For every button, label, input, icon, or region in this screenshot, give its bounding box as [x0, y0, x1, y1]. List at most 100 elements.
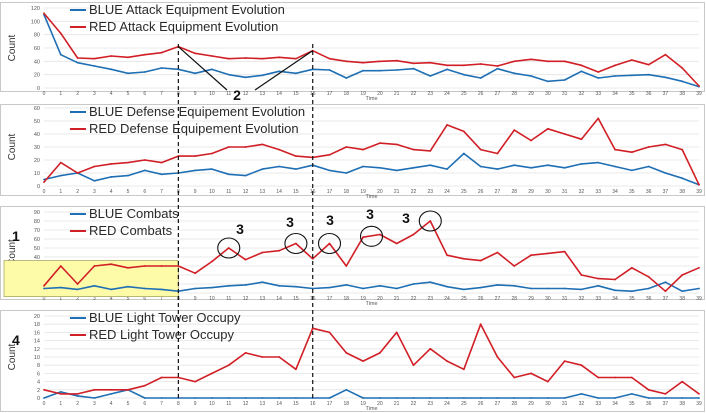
x-tick-label: 37	[663, 91, 669, 97]
data-point	[261, 281, 264, 284]
x-tick-label: 11	[226, 91, 231, 97]
x-tick-label: 39	[696, 401, 702, 407]
data-point	[664, 76, 667, 79]
annotation-label-2: 2	[233, 87, 241, 103]
x-tick-label: 34	[612, 91, 618, 97]
data-point	[496, 251, 499, 254]
series-line-blue	[43, 14, 700, 88]
data-point	[93, 179, 96, 182]
x-tick-label: 12	[243, 296, 249, 302]
data-point	[395, 287, 398, 290]
legend-entry: RED Defense Equipement Evolution	[89, 121, 299, 136]
annotation-label-1: 1	[12, 228, 20, 244]
data-point	[362, 360, 365, 362]
data-point	[328, 153, 331, 156]
data-point	[530, 166, 532, 169]
data-point	[446, 64, 448, 67]
data-point	[580, 288, 583, 291]
data-point	[328, 397, 331, 399]
data-point	[295, 368, 297, 371]
x-tick-label: 7	[160, 91, 163, 97]
x-tick-label: 22	[411, 189, 417, 195]
data-point	[244, 174, 247, 177]
data-point	[446, 124, 448, 126]
x-tick-label: 19	[360, 189, 366, 195]
data-point	[345, 60, 348, 63]
data-point	[614, 148, 616, 151]
data-point	[462, 152, 465, 155]
peak-circle	[217, 237, 241, 259]
data-point	[59, 161, 62, 164]
x-tick-label: 34	[612, 296, 618, 302]
data-point	[295, 397, 297, 399]
data-point	[630, 393, 633, 395]
x-tick-label: 12	[243, 401, 249, 407]
x-tick-label: 28	[511, 401, 517, 407]
data-point	[580, 274, 583, 276]
x-tick-label: 11	[226, 296, 231, 302]
x-axis-label: Time	[365, 406, 377, 412]
x-tick-label: 8	[177, 401, 180, 407]
y-axis-label: Count	[7, 133, 18, 160]
x-tick-label: 35	[629, 296, 635, 302]
x-tick-label: 13	[260, 189, 266, 195]
data-point	[127, 174, 129, 177]
data-point	[563, 133, 566, 135]
x-tick-label: 0	[43, 91, 46, 97]
data-point	[59, 265, 62, 267]
data-point	[328, 169, 331, 172]
data-point	[244, 76, 247, 79]
x-tick-label: 21	[394, 91, 400, 97]
data-point	[395, 397, 398, 399]
data-point	[698, 287, 700, 290]
data-point	[630, 151, 633, 154]
x-tick-label: 39	[696, 296, 702, 302]
data-point	[43, 181, 45, 184]
data-point	[681, 397, 684, 399]
x-tick-label: 18	[344, 401, 350, 407]
x-tick-label: 2	[76, 296, 79, 302]
x-tick-label: 0	[43, 401, 46, 407]
data-point	[446, 254, 448, 257]
data-point	[546, 80, 549, 83]
x-tick-label: 0	[43, 296, 46, 302]
data-point	[698, 266, 700, 269]
data-point	[412, 397, 415, 399]
data-point	[43, 12, 45, 15]
x-tick-label: 15	[293, 296, 299, 302]
series-line-red	[43, 117, 700, 186]
data-point	[194, 169, 197, 172]
data-point	[76, 61, 79, 64]
data-point	[429, 397, 432, 399]
data-point	[93, 165, 96, 168]
data-point	[160, 265, 163, 267]
data-point	[496, 65, 499, 67]
data-point	[160, 161, 163, 164]
panel-frame	[0, 310, 705, 412]
y-tick-label: 12	[34, 347, 40, 353]
data-point	[93, 265, 96, 267]
x-tick-label: 33	[595, 296, 601, 302]
x-tick-label: 38	[679, 91, 685, 97]
x-tick-label: 31	[562, 189, 568, 195]
x-tick-label: 12	[243, 189, 249, 195]
y-tick-label: 40	[34, 132, 40, 138]
x-tick-label: 6	[143, 296, 146, 302]
x-tick-label: 13	[260, 296, 266, 302]
x-tick-label: 23	[428, 401, 434, 407]
data-point	[563, 360, 566, 362]
data-point	[244, 397, 247, 399]
data-point	[43, 388, 45, 391]
chart-panel-3: 0102030405060708090012345678910111213141…	[0, 206, 705, 307]
data-point	[378, 60, 381, 63]
x-tick-label: 10	[209, 189, 215, 195]
data-point	[244, 258, 247, 261]
data-point	[462, 397, 465, 399]
x-tick-label: 38	[679, 401, 685, 407]
data-point	[597, 77, 600, 79]
data-point	[110, 68, 113, 71]
data-point	[194, 155, 197, 158]
data-point	[513, 72, 516, 75]
data-point	[211, 68, 213, 71]
